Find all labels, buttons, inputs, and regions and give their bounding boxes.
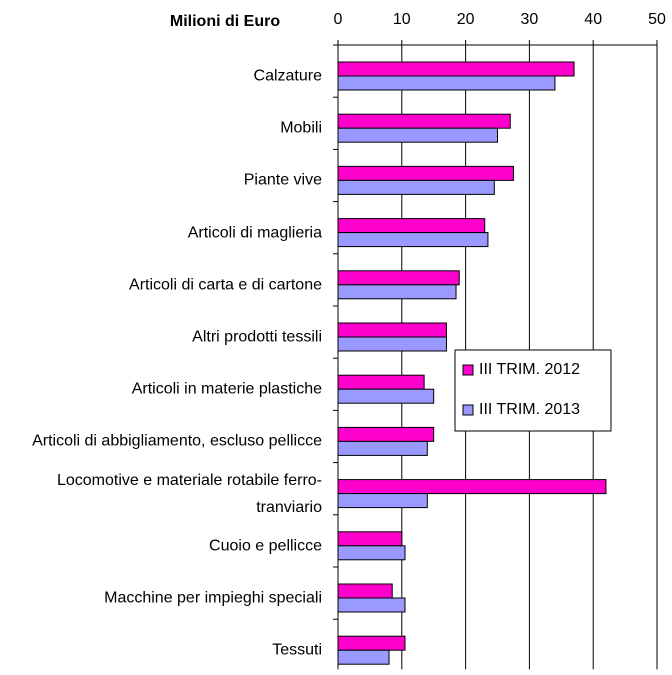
legend-label: III TRIM. 2013 [479,401,580,418]
legend-swatch [462,364,474,376]
bar [337,531,403,547]
bar [337,284,457,300]
y-tick-label: Cuoio e pellicce [209,537,322,555]
bar [337,179,495,195]
bar [337,218,486,234]
bar [337,649,390,665]
bar [337,440,428,456]
bar [337,336,447,352]
y-tick-label: Mobili [280,119,322,137]
bar [337,479,607,495]
bar [337,270,460,286]
bar [337,583,393,599]
bar [337,232,489,248]
x-tick-label: 10 [393,11,411,28]
bar [337,545,406,561]
y-tick-label: Articoli in materie plastiche [131,380,322,398]
bar [337,127,498,143]
axis-title: Milioni di Euro [170,13,280,30]
legend-label: III TRIM. 2012 [479,361,580,378]
y-tick-label: Articoli di abbigliamento, escluso pelli… [32,432,322,450]
y-tick-label: Macchine per impieghi speciali [104,589,322,607]
x-tick-label: 40 [584,11,602,28]
y-tick-label: Altri prodotti tessili [192,328,322,346]
bar [337,597,406,613]
bar [337,374,425,390]
y-tick-label: Calzature [253,67,322,85]
y-tick-label: Articoli di maglieria [187,224,322,242]
x-tick-label: 0 [334,11,343,28]
y-tick-label: Piante vive [243,171,322,189]
bar [337,635,406,651]
x-tick-label: 30 [521,11,539,28]
x-tick-label: 20 [457,11,475,28]
y-tick-label: Locomotive e materiale rotabile ferro-tr… [56,471,322,516]
bar [337,61,575,77]
y-tick-label: Tessuti [272,641,322,659]
bar [337,388,435,404]
y-tick-label: Articoli di carta e di cartone [129,276,322,294]
x-tick-label: 50 [648,11,666,28]
bar [337,75,556,91]
bar [337,165,514,181]
bar [337,493,428,509]
legend-swatch [462,404,474,416]
legend-box [454,349,612,432]
bar [337,322,447,338]
bar [337,113,511,129]
bar [337,426,435,442]
